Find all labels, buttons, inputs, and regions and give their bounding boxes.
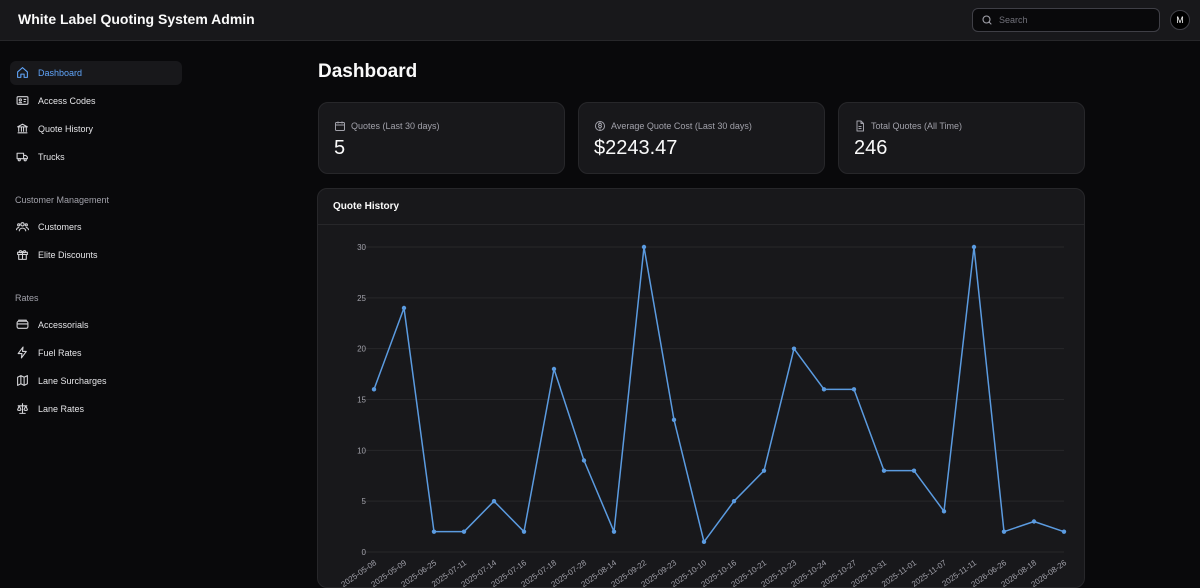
data-point (791, 346, 797, 351)
data-point (1061, 529, 1067, 534)
map-icon (17, 375, 28, 386)
y-tick-label: 20 (357, 345, 366, 354)
file-icon (856, 120, 864, 132)
data-point (851, 387, 857, 392)
data-point (911, 468, 917, 473)
search-box[interactable] (972, 8, 1160, 32)
data-point (731, 498, 737, 504)
gift-icon (17, 250, 28, 260)
scale-icon (17, 403, 28, 414)
sidebar: Dashboard Access Codes Quote History Tru… (0, 41, 196, 576)
sidebar-item-trucks[interactable]: Trucks (10, 145, 182, 169)
sidebar-item-label: Quote History (38, 124, 94, 134)
stat-card-average-quote-cost: Average Quote Cost (Last 30 days) $2243.… (578, 102, 825, 174)
stat-value: 246 (854, 137, 888, 159)
app-title: White Label Quoting System Admin (18, 11, 255, 27)
sidebar-item-customers[interactable]: Customers (10, 215, 182, 239)
data-point (971, 244, 977, 250)
data-point (611, 529, 617, 534)
archive-icon (16, 319, 29, 329)
sidebar-item-label: Customers (38, 222, 82, 232)
sidebar-item-label: Trucks (38, 152, 65, 162)
sidebar-item-label: Fuel Rates (38, 348, 82, 358)
sidebar-item-lane-surcharges[interactable]: Lane Surcharges (10, 369, 182, 393)
search-input[interactable] (999, 11, 1154, 29)
sidebar-item-accessorials[interactable]: Accessorials (10, 313, 182, 337)
stat-value: 5 (334, 137, 346, 159)
stat-label: Average Quote Cost (Last 30 days) (611, 121, 752, 131)
sidebar-item-access-codes[interactable]: Access Codes (10, 89, 182, 113)
home-icon (17, 67, 28, 78)
stat-value: $2243.47 (594, 137, 678, 159)
data-point (581, 458, 587, 463)
data-point (941, 509, 947, 514)
data-point (881, 468, 887, 473)
truck-icon (16, 152, 28, 162)
sidebar-item-label: Elite Discounts (38, 250, 98, 260)
data-point (521, 529, 527, 534)
sidebar-item-label: Accessorials (38, 320, 89, 330)
calendar-icon (335, 121, 345, 131)
data-point (701, 539, 707, 545)
sidebar-item-quote-history[interactable]: Quote History (10, 117, 182, 141)
avatar[interactable]: M (1170, 10, 1190, 30)
data-point (821, 387, 827, 392)
data-point (551, 366, 557, 372)
sidebar-item-label: Dashboard (38, 68, 83, 78)
stat-label: Total Quotes (All Time) (871, 121, 963, 131)
data-point (1001, 529, 1007, 534)
data-point (461, 529, 467, 534)
sidebar-item-label: Lane Surcharges (38, 376, 107, 386)
sidebar-item-fuel-rates[interactable]: Fuel Rates (10, 341, 182, 365)
data-point (431, 529, 437, 534)
id-card-icon (16, 96, 29, 105)
y-tick-label: 25 (357, 294, 366, 303)
users-icon (16, 222, 29, 232)
search-icon (982, 15, 992, 25)
stat-card-total-quotes: Total Quotes (All Time) 246 (838, 102, 1085, 174)
page-title: Dashboard (318, 61, 418, 82)
data-point (761, 468, 767, 473)
top-bar: White Label Quoting System Admin M (0, 0, 1200, 41)
sidebar-item-label: Access Codes (38, 96, 96, 106)
sidebar-item-lane-rates[interactable]: Lane Rates (10, 397, 182, 421)
divider (318, 224, 1084, 225)
bank-icon (17, 123, 28, 134)
sidebar-item-dashboard[interactable]: Dashboard (10, 61, 182, 85)
y-tick-label: 30 (357, 243, 366, 252)
data-point (401, 305, 407, 311)
chart-title: Quote History (333, 201, 400, 212)
stat-card-quotes-30-days: Quotes (Last 30 days) 5 (318, 102, 565, 174)
y-tick-label: 15 (357, 396, 366, 405)
data-point (371, 387, 377, 392)
quote-history-chart: 0510152025302025-05-082025-05-092025-06-… (339, 243, 1068, 587)
data-point (1031, 519, 1037, 524)
data-point (641, 244, 647, 250)
y-tick-label: 5 (362, 497, 367, 506)
section-label-customer-management: Customer Management (15, 195, 110, 205)
y-tick-label: 0 (362, 548, 367, 557)
data-point (491, 498, 497, 504)
quote-history-card: Quote History 0 5 10 15 20 25 30 2025-05-08 2025… (317, 188, 1085, 588)
sidebar-item-label: Lane Rates (38, 404, 85, 414)
series-line (373, 246, 1065, 543)
y-tick-label: 10 (357, 446, 366, 455)
data-point (671, 417, 677, 423)
section-label-rates: Rates (15, 293, 39, 303)
lightning-icon (17, 346, 27, 359)
stat-label: Quotes (Last 30 days) (351, 121, 440, 131)
sidebar-item-elite-discounts[interactable]: Elite Discounts (10, 243, 182, 267)
dollar-circle-icon (595, 121, 605, 131)
